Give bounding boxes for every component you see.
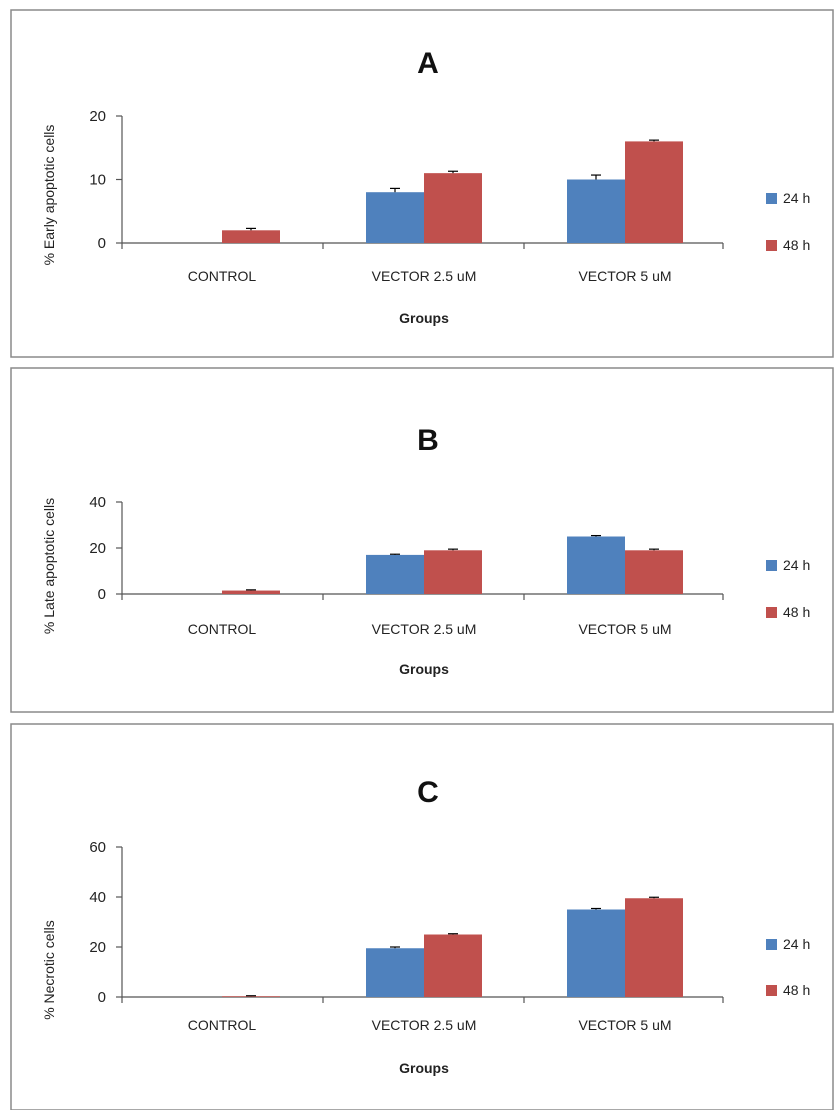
panel-border <box>10 9 834 358</box>
bar-48h <box>222 230 280 243</box>
legend-swatch <box>766 193 777 204</box>
y-axis-title: % Necrotic cells <box>41 920 57 1020</box>
x-tick-label: CONTROL <box>188 1017 257 1033</box>
panel-border <box>10 367 834 713</box>
x-axis-title: Groups <box>399 661 449 677</box>
bar-24h <box>567 909 625 997</box>
x-tick-label: VECTOR 5 uM <box>578 1017 671 1033</box>
y-axis-title: % Early apoptotic cells <box>41 125 57 266</box>
y-tick-label: 20 <box>89 108 106 125</box>
y-tick-label: 40 <box>89 889 106 906</box>
y-tick-label: 0 <box>98 989 106 1006</box>
legend-swatch <box>766 560 777 571</box>
bar-24h <box>366 948 424 997</box>
legend-label: 24 h <box>783 936 810 952</box>
legend-label: 48 h <box>783 982 810 998</box>
legend-label: 24 h <box>783 557 810 573</box>
bar-24h <box>567 536 625 594</box>
legend-swatch <box>766 240 777 251</box>
bar-24h <box>366 554 424 594</box>
x-axis-title: Groups <box>399 1060 449 1076</box>
bar-48h <box>222 590 280 594</box>
y-tick-label: 0 <box>98 586 106 603</box>
panel-border <box>10 723 834 1110</box>
chart-panel-c: C 0 20 40 60 CONTROL VECTOR 2.5 uM VECTOR 5 uM G… <box>10 723 834 1110</box>
chart-title: B <box>417 424 439 457</box>
bar-48h <box>625 141 683 243</box>
bar-48h <box>625 550 683 594</box>
bar-48h <box>625 898 683 997</box>
x-tick-label: VECTOR 5 uM <box>578 621 671 637</box>
y-tick-label: 20 <box>89 939 106 956</box>
y-tick-label: 20 <box>89 540 106 557</box>
x-tick-label: VECTOR 5 uM <box>578 268 671 284</box>
legend-label: 48 h <box>783 237 810 253</box>
y-tick-label: 10 <box>89 172 106 189</box>
x-axis-title: Groups <box>399 310 449 326</box>
chart-panel-b: B 0 20 40 CONTROL VECTOR 2.5 uM VECTOR 5 uM Gro… <box>10 367 834 713</box>
legend-swatch <box>766 607 777 618</box>
y-tick-label: 0 <box>98 235 106 252</box>
y-tick-label: 40 <box>89 494 106 511</box>
y-axis-title: % Late apoptotic cells <box>41 498 57 634</box>
bar-24h <box>567 179 625 243</box>
x-tick-label: CONTROL <box>188 268 257 284</box>
chart-panel-a: A 0 10 20 CONTROL VECTOR 2.5 uM VECTOR 5 uM Gro… <box>10 9 834 358</box>
legend-label: 24 h <box>783 190 810 206</box>
legend-swatch <box>766 939 777 950</box>
bar-48h <box>424 173 482 243</box>
x-tick-label: CONTROL <box>188 621 257 637</box>
y-tick-label: 60 <box>89 839 106 856</box>
legend-label: 48 h <box>783 604 810 620</box>
bar-48h <box>424 550 482 594</box>
chart-title: A <box>417 47 439 80</box>
bar-48h <box>222 996 280 997</box>
bar-48h <box>424 934 482 997</box>
legend-swatch <box>766 985 777 996</box>
chart-title: C <box>417 776 439 809</box>
x-tick-label: VECTOR 2.5 uM <box>372 1017 477 1033</box>
x-tick-label: VECTOR 2.5 uM <box>372 621 477 637</box>
x-tick-label: VECTOR 2.5 uM <box>372 268 477 284</box>
bar-24h <box>366 192 424 243</box>
